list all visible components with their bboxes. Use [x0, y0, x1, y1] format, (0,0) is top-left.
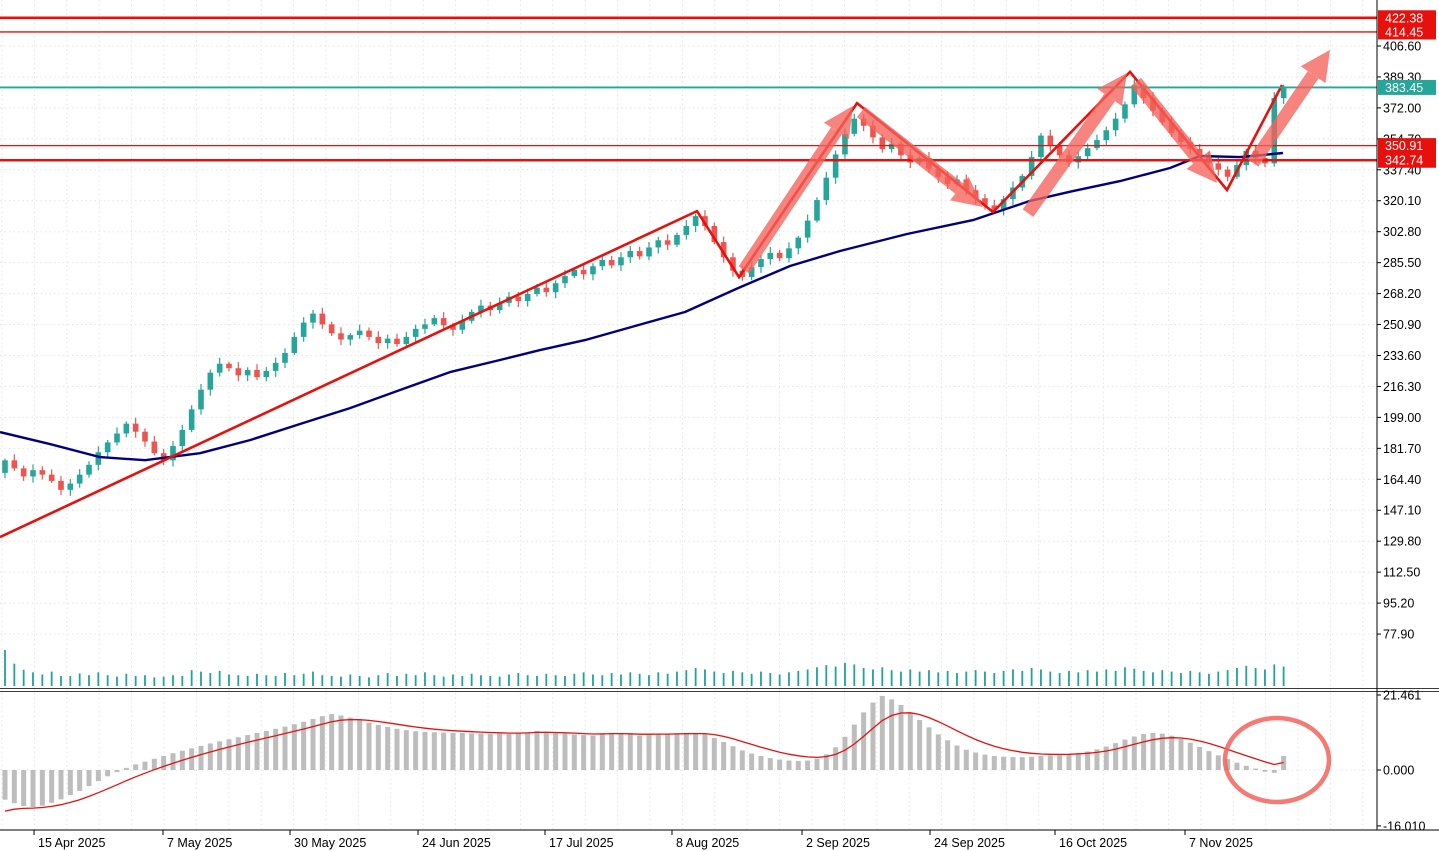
price-tick-label: 268.20 [1383, 287, 1421, 301]
price-axis-labels[interactable]: 406.60389.30372.00354.70337.40320.10302.… [1377, 10, 1436, 833]
macd-signal-line [4, 712, 1284, 812]
price-tick-label: 181.70 [1383, 442, 1421, 456]
highlight-ellipse[interactable] [1222, 715, 1332, 805]
time-tick-label: 24 Sep 2025 [934, 836, 1005, 850]
trend-arrows-layer [738, 49, 1330, 274]
arrow-correction-down-2[interactable] [1130, 77, 1217, 184]
price-tick-label: 77.90 [1383, 628, 1414, 642]
ma-line [0, 151, 1284, 462]
time-tick-label: 7 May 2025 [167, 836, 232, 850]
indicator-tick-label: 0.000 [1383, 764, 1414, 778]
axis-badge-support-upper: 350.91 [1378, 138, 1436, 154]
price-tick-label: 112.50 [1383, 566, 1420, 580]
arrow-correction-down-1[interactable] [857, 106, 983, 208]
price-tick-label: 302.80 [1383, 225, 1421, 239]
arrow-impulse-up-2[interactable] [1022, 73, 1127, 217]
time-tick-label: 7 Nov 2025 [1189, 836, 1253, 850]
indicator-tick-label: 21.461 [1383, 689, 1421, 703]
price-tick-label: 250.90 [1383, 318, 1421, 332]
price-tick-label: 129.80 [1383, 535, 1421, 549]
macd-layer [2, 695, 1287, 812]
price-tick-label: 372.00 [1383, 101, 1421, 115]
time-tick-label: 15 Apr 2025 [38, 836, 105, 850]
axis-badge-target-level: 383.45 [1378, 79, 1436, 95]
grid-layer [0, 0, 1377, 829]
arrow-impulse-up-1[interactable] [738, 105, 853, 274]
time-tick-label: 30 May 2025 [294, 836, 366, 850]
price-tick-label: 285.50 [1383, 256, 1421, 270]
time-tick-label: 2 Sep 2025 [806, 836, 870, 850]
time-tick-label: 24 Jun 2025 [422, 836, 491, 850]
indicator-tick-label: -16.010 [1383, 819, 1425, 833]
moving-average-line [0, 151, 1284, 462]
axis-badge-resistance-lower: 414.45 [1378, 24, 1436, 40]
price-tick-label: 320.10 [1383, 194, 1421, 208]
arrow-projection-up[interactable] [1247, 49, 1330, 167]
time-tick-label: 17 Jul 2025 [549, 836, 614, 850]
axis-badge-label: 414.45 [1385, 25, 1423, 39]
axis-badge-label: 383.45 [1385, 81, 1423, 95]
axis-badge-resistance-upper: 422.38 [1378, 10, 1436, 26]
axes-layer [0, 0, 1439, 831]
price-tick-label: 199.00 [1383, 411, 1421, 425]
time-axis-labels[interactable]: 15 Apr 2025 7 May 2025 30 May 2025 24 Jun 2… [33, 830, 1253, 850]
time-tick-label: 8 Aug 2025 [676, 836, 739, 850]
time-tick-label: 16 Oct 2025 [1059, 836, 1127, 850]
axis-badge-support-lower: 342.74 [1378, 152, 1436, 168]
price-tick-label: 147.10 [1383, 504, 1421, 518]
axis-badge-label: 422.38 [1385, 11, 1423, 25]
price-tick-label: 95.20 [1383, 597, 1414, 611]
price-tick-label: 164.40 [1383, 473, 1421, 487]
volume-bars-layer [4, 650, 1285, 686]
axis-badge-label: 342.74 [1385, 154, 1423, 168]
price-tick-label: 216.30 [1383, 380, 1421, 394]
axis-badge-label: 350.91 [1385, 139, 1423, 153]
price-tick-label: 406.60 [1383, 40, 1421, 54]
price-tick-label: 233.60 [1383, 349, 1421, 363]
